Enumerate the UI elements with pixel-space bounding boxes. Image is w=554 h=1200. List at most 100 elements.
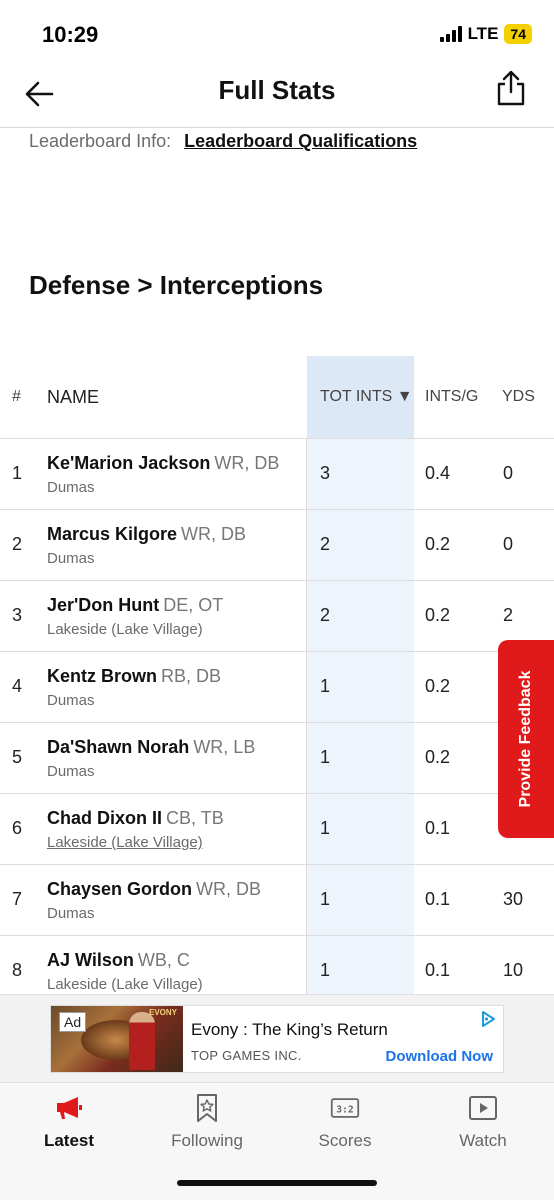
ad-banner-container: EVONY Ad Evony : The King’s Return TOP G… [0, 994, 554, 1082]
table-row[interactable]: 1 Ke'Marion Jackson WR, DB Dumas 3 0.4 0 [0, 438, 554, 509]
ints-per-game-cell: 0.2 [425, 676, 451, 696]
tot-ints-cell: 1 [320, 747, 331, 767]
header-tot-ints[interactable]: TOT INTS ▼ [320, 388, 413, 405]
ad-banner[interactable]: EVONY Ad Evony : The King’s Return TOP G… [50, 1005, 504, 1073]
yds-cell: 2 [503, 605, 514, 625]
school-name: Dumas [47, 692, 95, 709]
rank-cell: 5 [12, 747, 23, 767]
table-row[interactable]: 3 Jer'Don Hunt DE, OT Lakeside (Lake Vill… [0, 580, 554, 651]
player-name[interactable]: Chaysen Gordon WR, DB [47, 879, 261, 900]
ad-image-figure [129, 1012, 155, 1070]
tab-watch[interactable]: Watch [414, 1093, 552, 1151]
tab-label: Following [171, 1131, 243, 1150]
player-name-text: Da'Shawn Norah [47, 737, 190, 757]
player-position: WR, DB [196, 879, 262, 899]
yds-cell: 0 [503, 534, 514, 554]
megaphone-icon [57, 1097, 82, 1119]
rank-cell: 8 [12, 960, 23, 980]
ints-per-game-cell: 0.1 [425, 818, 451, 838]
rank-cell: 2 [12, 534, 23, 554]
provide-feedback-label: Provide Feedback [517, 670, 534, 808]
player-position: WR, LB [193, 737, 256, 757]
tot-ints-cell: 1 [320, 676, 331, 696]
player-name-text: Chad Dixon II [47, 808, 163, 828]
player-position: WR, DB [181, 524, 247, 544]
player-name-text: AJ Wilson [47, 950, 134, 970]
yds-cell: 10 [503, 960, 524, 980]
status-bar: 10:29 LTE 74 [0, 0, 554, 64]
section-title: Defense > Interceptions [29, 270, 324, 300]
player-name-text: Marcus Kilgore [47, 524, 178, 544]
player-name[interactable]: Chad Dixon II CB, TB [47, 808, 224, 829]
school-name: Dumas [47, 905, 95, 922]
rank-cell: 4 [12, 676, 23, 696]
tab-following[interactable]: Following [138, 1093, 276, 1151]
scoreboard-icon: 3:2 [330, 1098, 360, 1118]
header-yds[interactable]: YDS [502, 388, 535, 405]
ad-title: Evony : The King’s Return [191, 1020, 388, 1039]
tab-scores[interactable]: 3:2 Scores [276, 1093, 414, 1151]
leaderboard-qualifications-link[interactable]: Leaderboard Qualifications [184, 131, 418, 151]
name-cell [0, 652, 307, 722]
sorted-column-header-bg [307, 356, 414, 438]
school-link[interactable]: Lakeside (Lake Village) [47, 834, 203, 851]
table-row[interactable]: 6 Chad Dixon II CB, TB Lakeside (Lake Vil… [0, 793, 554, 864]
rank-cell: 7 [12, 889, 23, 909]
player-position: CB, TB [166, 808, 224, 828]
tab-latest[interactable]: Latest [0, 1093, 138, 1151]
network-label: LTE [467, 24, 499, 43]
share-button[interactable] [494, 68, 528, 108]
signal-icon [439, 26, 462, 42]
tot-ints-cell: 1 [320, 889, 331, 909]
stats-table: # NAME TOT INTS ▼ INTS/G YDS 1 Ke'Marion… [0, 356, 554, 994]
tot-ints-cell: 1 [320, 818, 331, 838]
player-name[interactable]: Marcus Kilgore WR, DB [47, 524, 246, 545]
status-time: 10:29 [42, 22, 99, 47]
rank-cell: 3 [12, 605, 23, 625]
school-name: Dumas [47, 479, 95, 496]
tot-ints-cell: 3 [320, 463, 331, 483]
yds-cell: 30 [503, 889, 524, 909]
table-row[interactable]: 7 Chaysen Gordon WR, DB Dumas 1 0.1 30 [0, 864, 554, 935]
leaderboard-info-label: Leaderboard Info: [29, 131, 172, 151]
back-button[interactable] [22, 74, 62, 114]
player-name[interactable]: Ke'Marion Jackson WR, DB [47, 453, 279, 474]
table-row[interactable]: 2 Marcus Kilgore WR, DB Dumas 2 0.2 0 [0, 509, 554, 580]
name-cell [0, 936, 307, 994]
ints-per-game-cell: 0.2 [425, 605, 451, 625]
player-name[interactable]: AJ Wilson WB, C [47, 950, 190, 971]
player-position: DE, OT [163, 595, 224, 615]
school-name: Dumas [47, 763, 95, 780]
header-name[interactable]: NAME [47, 387, 100, 407]
name-cell [0, 581, 307, 651]
bookmark-star-icon [197, 1094, 217, 1122]
ad-badge: Ad [59, 1012, 87, 1032]
tot-ints-cell: 1 [320, 960, 331, 980]
player-name-text: Kentz Brown [47, 666, 157, 686]
ints-per-game-cell: 0.1 [425, 889, 451, 909]
player-name[interactable]: Jer'Don Hunt DE, OT [47, 595, 223, 616]
name-cell [0, 510, 307, 580]
ints-per-game-cell: 0.1 [425, 960, 451, 980]
table-row[interactable]: 4 Kentz Brown RB, DB Dumas 1 0.2 [0, 651, 554, 722]
header-ints-per-game[interactable]: INTS/G [425, 388, 479, 405]
ints-per-game-cell: 0.2 [425, 534, 451, 554]
table-row[interactable]: 8 AJ Wilson WB, C Lakeside (Lake Village)… [0, 935, 554, 994]
share-icon [497, 70, 525, 106]
player-position: RB, DB [161, 666, 222, 686]
leaderboard-info: Leaderboard Info: Leaderboard Qualificat… [29, 128, 417, 154]
ints-per-game-cell: 0.2 [425, 747, 451, 767]
ad-image: EVONY Ad [51, 1006, 183, 1072]
yds-cell: 0 [503, 463, 514, 483]
tot-ints-cell: 2 [320, 534, 331, 554]
provide-feedback-button[interactable]: Provide Feedback [498, 640, 554, 838]
svg-text:3:2: 3:2 [336, 1104, 354, 1115]
player-name-text: Jer'Don Hunt [47, 595, 160, 615]
table-row[interactable]: 5 Da'Shawn Norah WR, LB Dumas 1 0.2 [0, 722, 554, 793]
player-name-text: Chaysen Gordon [47, 879, 193, 899]
player-name[interactable]: Da'Shawn Norah WR, LB [47, 737, 255, 758]
ad-choices-icon[interactable] [479, 1010, 497, 1028]
player-name[interactable]: Kentz Brown RB, DB [47, 666, 221, 687]
ad-download-button[interactable]: Download Now [385, 1048, 494, 1065]
player-position: WR, DB [214, 453, 280, 473]
